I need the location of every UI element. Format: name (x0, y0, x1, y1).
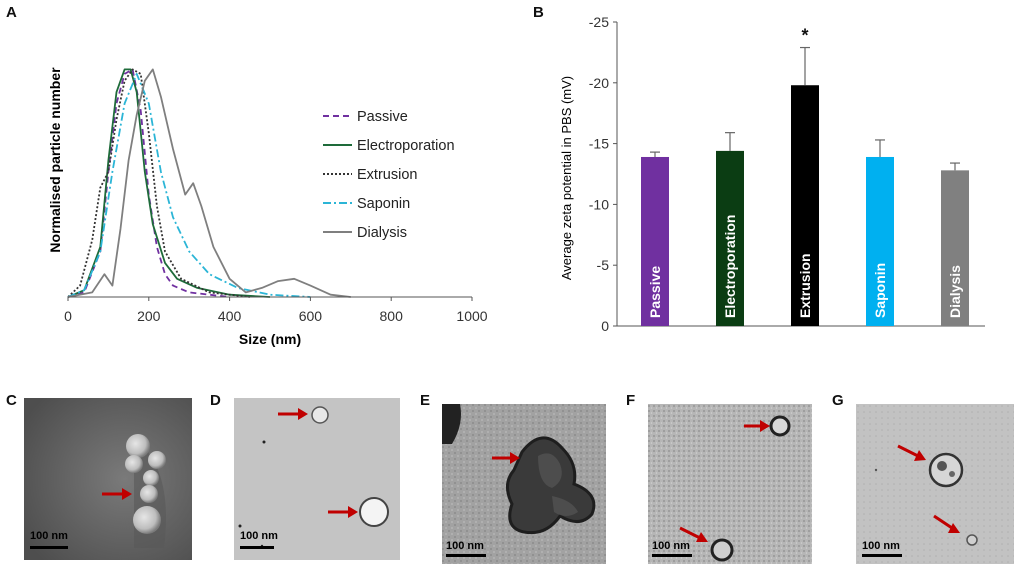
x-tick-label: 1000 (456, 308, 487, 324)
chart-a-y-label: Normalised particle number (47, 67, 63, 253)
y-tick-label: -20 (589, 75, 609, 91)
bar-label: Electroporation (722, 215, 738, 318)
bar-label: Passive (647, 266, 663, 318)
size-distribution-chart: 0 200 400 600 800 1000 Passive Electroporation… (47, 67, 488, 347)
scale-bar-label: 100 nm (30, 530, 68, 542)
red-arrow-icon (492, 452, 520, 464)
legend-label: Saponin (357, 196, 410, 212)
scale-bar-label: 100 nm (652, 540, 690, 552)
bar-saponin (866, 156, 894, 326)
legend-label: Electroporation (357, 138, 455, 154)
tem-image-g: 100 nm (856, 404, 1014, 564)
chart-b-y-label: Average zeta potential in PBS (mV) (559, 76, 574, 280)
vesicle (506, 436, 596, 535)
panel-label-a: A (6, 4, 17, 21)
scale-bar (240, 546, 274, 549)
vesicle (966, 534, 978, 546)
bar-dialysis (941, 170, 969, 326)
red-arrow-icon (328, 506, 358, 518)
significance-marker: * (801, 26, 808, 46)
legend-label: Passive (357, 109, 408, 125)
vesicle (140, 485, 158, 503)
vesicle (928, 452, 964, 488)
vesicle (710, 538, 734, 562)
red-arrow-icon (102, 488, 132, 500)
tem-image-f: 100 nm (648, 404, 812, 564)
series-line-electroporation (67, 68, 271, 298)
bar-label: Dialysis (947, 265, 963, 318)
series-line-saponin (67, 73, 311, 298)
scale-bar (446, 554, 486, 557)
vesicle (359, 497, 389, 527)
scale-bar (652, 554, 692, 557)
vesicle (311, 406, 329, 424)
bar-extrusion (791, 85, 819, 327)
x-tick-label: 800 (380, 308, 404, 324)
series-line-extrusion (67, 68, 250, 298)
panel-label-g: G (832, 392, 844, 409)
red-arrow-icon (744, 420, 770, 432)
x-tick-label: 200 (137, 308, 161, 324)
scale-bar-label: 100 nm (240, 530, 278, 542)
x-tick-label: 0 (64, 308, 72, 324)
y-tick-label: -25 (589, 14, 609, 30)
red-arrow-icon (679, 526, 708, 542)
vesicle (125, 455, 143, 473)
y-tick-label: -5 (597, 257, 610, 273)
series-line-dialysis (67, 68, 351, 298)
legend-label: Dialysis (357, 225, 407, 241)
bar-passive (641, 156, 669, 326)
vesicle (143, 470, 159, 486)
y-tick-label: -15 (589, 136, 609, 152)
x-tick-label: 600 (299, 308, 323, 324)
panel-label-f: F (626, 392, 636, 409)
x-tick-label: 400 (218, 308, 242, 324)
tem-image-d: 100 nm (234, 398, 400, 560)
scale-bar-label: 100 nm (446, 540, 484, 552)
y-tick-label: -10 (589, 196, 609, 212)
red-arrow-icon (897, 444, 926, 461)
vesicle (133, 506, 161, 534)
panel-label-b: B (533, 4, 544, 21)
tem-image-c: 100 nm (24, 398, 192, 560)
panel-label-e: E (420, 392, 431, 409)
tem-image-e: 100 nm (442, 404, 606, 564)
bar-label: Saponin (872, 263, 888, 318)
y-tick-label: 0 (601, 318, 609, 334)
vesicle (148, 451, 166, 469)
scale-bar-label: 100 nm (862, 540, 900, 552)
zeta-potential-chart: 0 -5 -10 -15 -20 -25 Passive Electroporation Ex… (559, 14, 985, 334)
bar-electroporation (716, 150, 744, 326)
panel-label-c: C (6, 392, 17, 409)
scale-bar (30, 546, 68, 549)
vesicle (126, 434, 150, 458)
legend-label: Extrusion (357, 167, 417, 183)
vesicle (769, 415, 791, 437)
chart-a-x-label: Size (nm) (239, 331, 301, 347)
red-arrow-icon (278, 408, 308, 420)
bar-label: Extrusion (797, 253, 813, 318)
panel-label-d: D (210, 392, 221, 409)
scale-bar (862, 554, 902, 557)
red-arrow-icon (933, 514, 960, 533)
